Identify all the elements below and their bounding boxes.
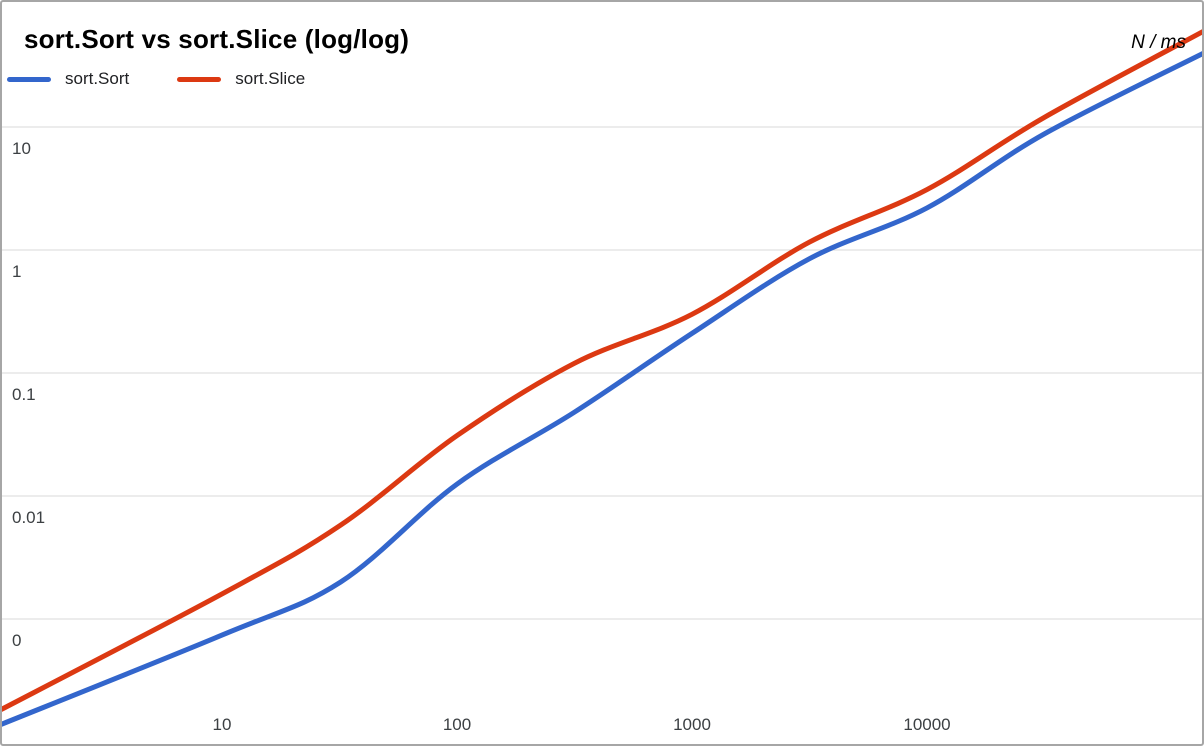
svg-text:0: 0 — [12, 631, 21, 650]
legend-swatch-sort-slice — [177, 76, 222, 82]
gridlines — [2, 126, 1202, 620]
chart-title: sort.Sort vs sort.Slice (log/log) — [24, 24, 410, 54]
legend-label-sort-sort: sort.Sort — [65, 69, 130, 88]
legend-item-sort-sort[interactable]: sort.Sort — [7, 69, 129, 89]
series-line-sort-slice — [2, 29, 1202, 712]
svg-text:0.1: 0.1 — [12, 385, 36, 404]
series-lines — [2, 29, 1202, 727]
axis-unit-label: N / ms — [1131, 32, 1186, 53]
legend: sort.Sort sort.Slice — [7, 68, 305, 90]
svg-text:10: 10 — [12, 139, 31, 158]
legend-label-sort-slice: sort.Slice — [235, 69, 306, 88]
svg-text:1: 1 — [12, 262, 21, 281]
svg-text:100: 100 — [443, 715, 471, 734]
legend-swatch-sort-sort — [7, 76, 51, 82]
series-line-sort-sort — [2, 51, 1202, 727]
axis-tick-labels: 10 1 0.1 0.01 0 10 100 1000 10000 — [12, 139, 951, 734]
svg-text:10: 10 — [213, 715, 232, 734]
legend-item-sort-slice[interactable]: sort.Slice — [177, 69, 305, 89]
svg-text:1000: 1000 — [673, 715, 711, 734]
svg-text:10000: 10000 — [903, 715, 950, 734]
svg-text:0.01: 0.01 — [12, 508, 45, 527]
